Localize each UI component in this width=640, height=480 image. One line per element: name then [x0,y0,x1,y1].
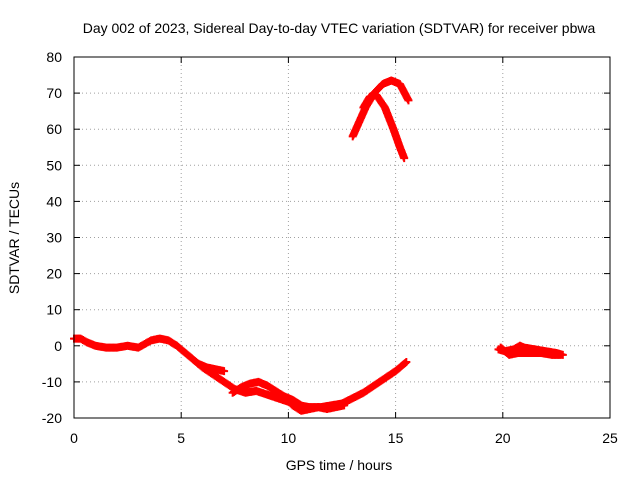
x-tick-label: 0 [70,430,78,446]
y-axis-label: SDTVAR / TECUs [6,182,22,294]
y-tick-label: -20 [42,410,62,426]
data-point [556,350,565,359]
y-tick-label: 10 [46,302,62,318]
y-tick-label: 40 [46,193,62,209]
x-tick-label: 10 [281,430,297,446]
plot-frame [73,56,611,419]
axis-ticks: 0 5 10 15 20 25 -20 -10 0 10 20 30 40 50 60 70 80 [42,49,618,446]
x-tick-label: 15 [388,430,404,446]
y-tick-label: 60 [46,121,62,137]
data-point [400,154,409,163]
chart-title: Day 002 of 2023, Sidereal Day-to-day VTE… [83,20,596,36]
x-tick-label: 20 [495,430,511,446]
data-point [404,96,413,105]
x-tick-label: 25 [602,430,618,446]
y-tick-label: 50 [46,157,62,173]
y-tick-label: 30 [46,230,62,246]
x-axis-label: GPS time / hours [286,457,393,473]
y-tick-label: -10 [42,374,62,390]
data-point [220,367,229,376]
y-tick-label: 80 [46,49,62,65]
y-tick-label: 70 [46,85,62,101]
grid-lines [74,57,610,418]
data-point [402,358,411,367]
data-points [70,76,567,415]
data-point [340,401,349,410]
y-tick-label: 0 [54,338,62,354]
x-tick-label: 5 [177,430,185,446]
y-tick-label: 20 [46,266,62,282]
